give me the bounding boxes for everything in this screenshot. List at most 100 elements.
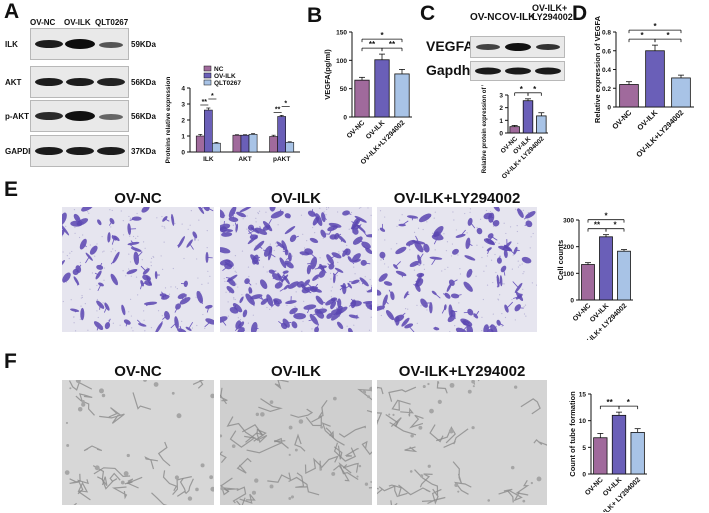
y-axis-label: Proteins relative expression (165, 77, 172, 164)
membrane-pore (441, 270, 443, 272)
cell-process (389, 314, 394, 318)
cell-cluster (429, 408, 434, 414)
y-tick-label: 1 (181, 134, 185, 141)
cell-process (408, 325, 415, 332)
cell-process (206, 306, 210, 313)
membrane-pore (242, 218, 244, 220)
y-tick-label: 0 (582, 472, 586, 479)
y-tick-label: 0.2 (602, 86, 611, 93)
tube-network (246, 439, 283, 454)
membrane-pore (257, 212, 259, 214)
tube-network (220, 477, 233, 496)
sig-label: ** (369, 40, 376, 49)
stained-cell (185, 326, 192, 331)
stained-cell (486, 247, 492, 252)
membrane-pore (446, 241, 449, 243)
tube-network (79, 393, 93, 402)
cell-process (348, 303, 354, 307)
membrane-pore (516, 224, 518, 227)
membrane-pore (80, 305, 82, 307)
cell-process (406, 293, 410, 296)
cell-process (438, 231, 443, 237)
stained-cell (228, 216, 239, 222)
tube-network (97, 476, 108, 486)
membrane-pore (380, 314, 382, 317)
tube-network (388, 386, 417, 402)
cell-process (147, 278, 150, 281)
cell-process (130, 240, 134, 244)
cell-process (475, 310, 480, 317)
tube-network (305, 415, 322, 427)
membrane-pore (79, 318, 81, 320)
membrane-pore (509, 226, 512, 228)
cell-cluster (513, 385, 518, 389)
membrane-pore (125, 275, 127, 277)
stained-cell (97, 219, 102, 226)
cell-process (162, 315, 168, 320)
cell-process (333, 312, 337, 317)
stained-cell (496, 257, 502, 264)
membrane-pore (79, 261, 81, 264)
cell-process (341, 310, 344, 313)
membrane-pore (312, 226, 314, 229)
membrane-pore (235, 231, 237, 234)
cell-cluster (409, 470, 413, 473)
cell-process (292, 284, 294, 288)
membrane-pore (252, 314, 254, 316)
tube-network (126, 478, 134, 485)
cell-cluster (81, 402, 86, 407)
stained-cell (418, 213, 432, 223)
membrane-pore (150, 257, 153, 259)
tube-network (144, 456, 158, 470)
membrane-pore (494, 253, 496, 256)
membrane-pore (206, 230, 208, 232)
cell-process (469, 329, 473, 332)
cell-cluster (290, 495, 295, 499)
cell-process (469, 257, 473, 260)
cell-process (240, 214, 243, 218)
membrane-pore (122, 234, 125, 236)
membrane-pore (413, 231, 416, 234)
stained-cell (352, 236, 363, 245)
membrane-pore (527, 212, 529, 214)
cell-process (349, 258, 355, 265)
cell-process (365, 245, 370, 249)
membrane-pore (175, 286, 177, 288)
membrane-pore (301, 330, 303, 332)
cell-process (361, 281, 365, 285)
membrane-pore (69, 252, 71, 254)
category-label: ILK (203, 156, 214, 163)
bar (509, 126, 520, 134)
lane-label: OV-ILK+ LY294002 (532, 3, 573, 22)
stained-cell (496, 319, 501, 326)
y-tick-label: 1 (499, 118, 503, 125)
stained-cell (266, 294, 274, 307)
membrane-pore (66, 255, 68, 257)
stained-cell (107, 232, 111, 243)
panel-label-f: F (4, 350, 17, 373)
tube-network (226, 416, 259, 442)
stained-cell (310, 256, 318, 270)
cell-process (248, 230, 256, 235)
stained-cell (315, 295, 324, 305)
membrane-pore (122, 220, 124, 222)
membrane-pore (160, 255, 162, 257)
cell-cluster (333, 396, 337, 401)
membrane-pore (144, 247, 146, 249)
membrane-pore (479, 218, 482, 220)
membrane-pore (209, 275, 211, 277)
cell-process (220, 213, 226, 216)
membrane-pore (396, 225, 398, 228)
membrane-pore (337, 261, 339, 264)
cell-process (111, 237, 115, 245)
membrane-pore (353, 324, 355, 326)
cell-cluster (471, 426, 475, 430)
tube-network (108, 407, 121, 418)
membrane-pore (346, 325, 348, 327)
membrane-pore (130, 275, 132, 277)
cell-cluster (427, 464, 431, 468)
cell-process (76, 280, 79, 286)
cell-process (103, 306, 108, 313)
membrane-pore (434, 249, 436, 251)
membrane-pore (514, 208, 517, 210)
